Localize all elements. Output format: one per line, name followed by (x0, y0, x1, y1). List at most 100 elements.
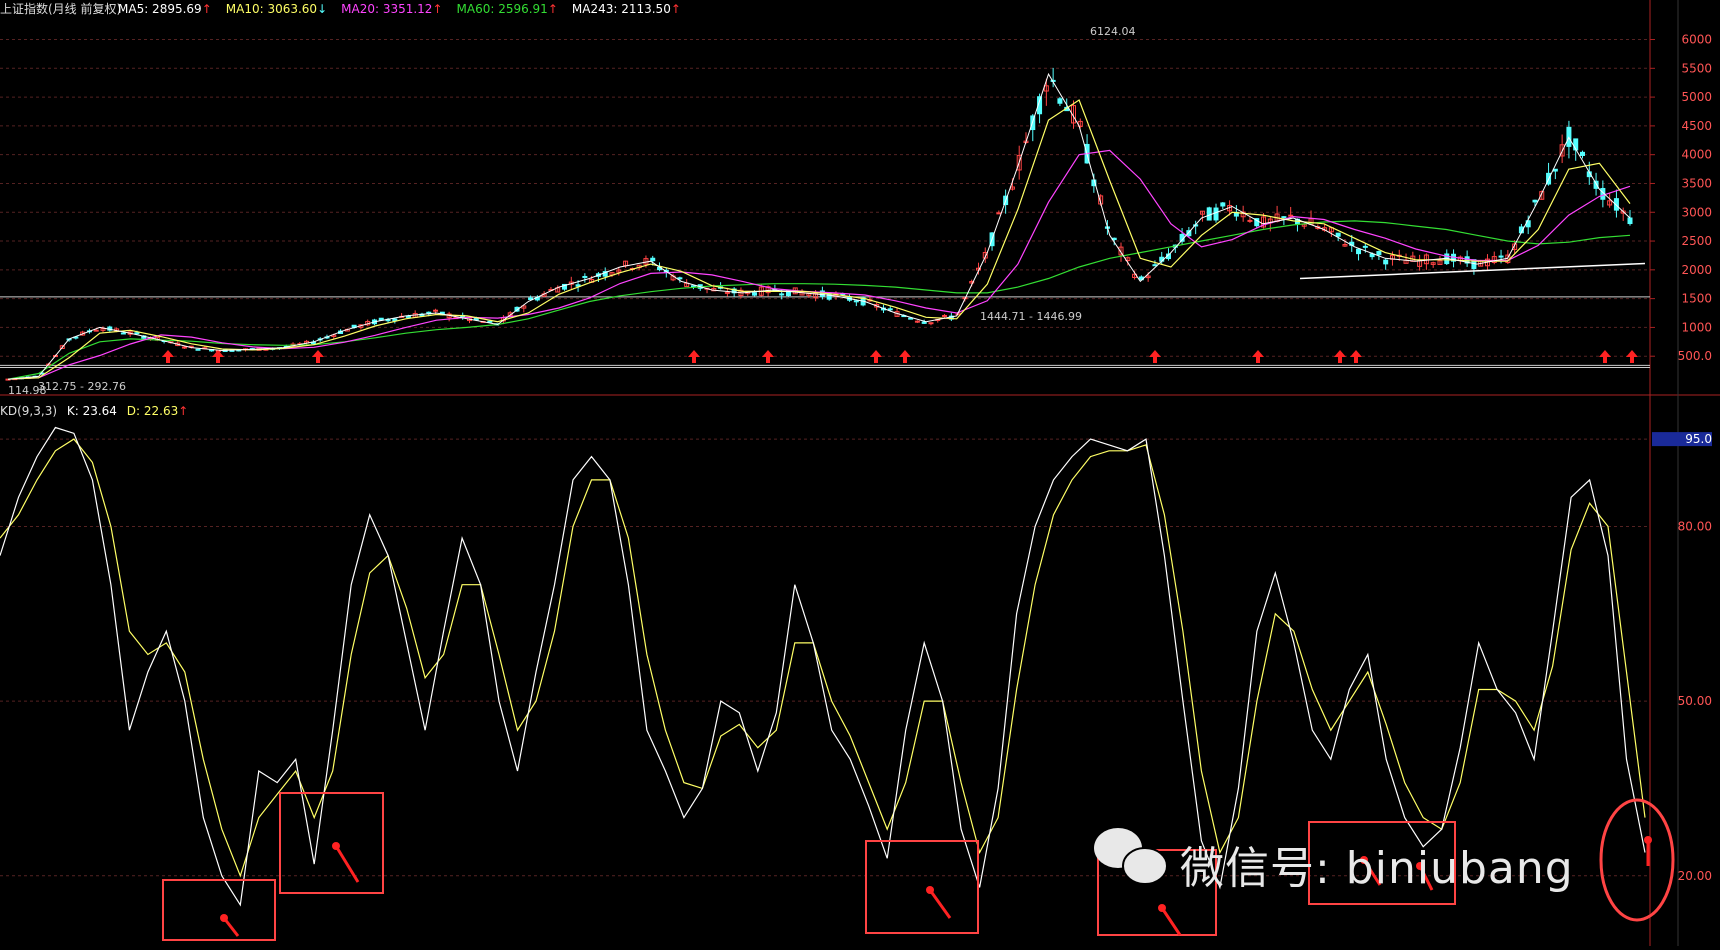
arrow-up-icon: ↑ (547, 2, 558, 16)
arrow-down-icon: ↓ (317, 2, 328, 16)
ma-indicator: MA243: 2113.50↑ (571, 2, 681, 16)
candle-body (982, 251, 988, 259)
candle-body (942, 314, 948, 317)
ma-indicator: MA20: 3351.12↑ (341, 2, 443, 16)
y-axis-ticks: 500.0 1000 1500 2000 2500 3000 3500 4000 4500 500… (1650, 33, 1712, 883)
candle-body (1220, 202, 1226, 207)
buy-arrow-icon (1334, 350, 1346, 363)
candle-body (181, 346, 187, 349)
candle-body (1498, 255, 1504, 258)
candle-body (799, 291, 805, 296)
buy-arrow-icon (162, 350, 174, 363)
highlight-box (279, 792, 384, 894)
ma60-line (7, 220, 1631, 380)
buy-arrow-icon (1252, 350, 1264, 363)
buy-arrow-icon (212, 350, 224, 363)
candle-body (521, 305, 527, 309)
y-tick-label: 2500 (1681, 234, 1712, 248)
candle-body (487, 320, 493, 323)
arrow-up-icon: ↑ (670, 2, 681, 16)
buy-arrow-icon (1599, 350, 1611, 363)
candle-body (677, 277, 683, 280)
candle-body (1247, 219, 1253, 222)
ma-indicators: MA5: 2895.69↑ MA10: 3063.60↓ MA20: 3351.12… (118, 2, 695, 16)
y-tick-label: 95.0 (1685, 432, 1712, 446)
candle-body (914, 320, 920, 323)
pointer-head (1158, 904, 1166, 912)
candle-body (1186, 230, 1192, 237)
wechat-logo-icon (1122, 847, 1168, 885)
pointer-head (1360, 856, 1368, 864)
highlight-box (865, 840, 979, 934)
candle-body (1383, 259, 1389, 265)
kd-d-line (0, 438, 1646, 878)
chart-header: 上证指数(月线 前复权) (0, 2, 121, 16)
buy-arrow-icon (1626, 350, 1638, 363)
kd-title: KD(9,3,3) (0, 404, 58, 418)
candle-body (1335, 232, 1341, 237)
y-tick-label: 4500 (1681, 119, 1712, 133)
candle-body (1070, 105, 1076, 124)
ma-indicator: MA5: 2895.69↑ (118, 2, 212, 16)
y-tick-label: 5500 (1681, 61, 1712, 75)
kd-header: KD(9,3,3) K: 23.64 D: 22.63↑ (0, 404, 188, 418)
ma5-line (7, 72, 1631, 380)
arrow-up-icon: ↑ (432, 2, 443, 16)
candle-body (1491, 256, 1497, 264)
candle-body (1627, 217, 1633, 225)
kd-lines (0, 426, 1646, 907)
candle-body (813, 292, 819, 299)
y-tick-label: 6000 (1681, 33, 1712, 47)
candle-body (853, 300, 859, 303)
candle-body (887, 308, 893, 311)
pointer-head (1644, 836, 1652, 844)
candle-body (1552, 168, 1558, 172)
y-tick-label: 80.00 (1678, 519, 1712, 533)
pointer-arrow-icon (1160, 907, 1182, 936)
candle-body (874, 303, 880, 308)
kd-d-value: D: 22.63 (126, 404, 179, 418)
y-tick-label: 2000 (1681, 263, 1712, 277)
y-tick-label: 50.00 (1678, 694, 1712, 708)
pointer-head (332, 842, 340, 850)
candle-body (908, 317, 914, 320)
candle-body (582, 275, 588, 278)
candle-body (1593, 180, 1599, 189)
candle-body (93, 329, 99, 332)
ma10-line (7, 99, 1631, 380)
y-tick-label: 3500 (1681, 176, 1712, 190)
candle-body (765, 286, 771, 294)
candle-body (1356, 248, 1362, 255)
candle-body (1016, 154, 1022, 171)
candle-body (195, 348, 201, 351)
pointer-arrow-icon (334, 845, 360, 883)
candle-body (1437, 260, 1443, 265)
y-tick-label: 500.0 (1678, 349, 1712, 363)
candle-body (1213, 207, 1219, 221)
buy-arrow-icon (688, 350, 700, 363)
candle-body (1261, 216, 1267, 228)
candle-body (724, 291, 730, 294)
buy-arrow-icon (762, 350, 774, 363)
index-title: 上证指数(月线 前复权) (0, 2, 122, 16)
candle-body (1254, 218, 1260, 227)
arrow-up-icon: ↑ (201, 2, 212, 16)
candle-body (1199, 210, 1205, 215)
candle-body (752, 292, 758, 296)
candle-body (1430, 262, 1436, 265)
candle-body (562, 283, 568, 290)
candle-body (1579, 151, 1585, 156)
kd-current-box (1652, 432, 1712, 447)
kd-d-arrow-icon: ↑ (178, 404, 189, 418)
y-tick-label: 1000 (1681, 320, 1712, 334)
pointer-head (926, 886, 934, 894)
highlight-box (1308, 821, 1456, 905)
watermark-text: 微信号: biniubang (1180, 843, 1574, 894)
candle-body (996, 212, 1002, 215)
candle-body (1539, 191, 1545, 200)
buy-arrow-icon (899, 350, 911, 363)
mid-low-label: 1444.71 - 1446.99 (980, 310, 1082, 323)
early-low-label: 312.75 - 292.76 (38, 380, 126, 393)
